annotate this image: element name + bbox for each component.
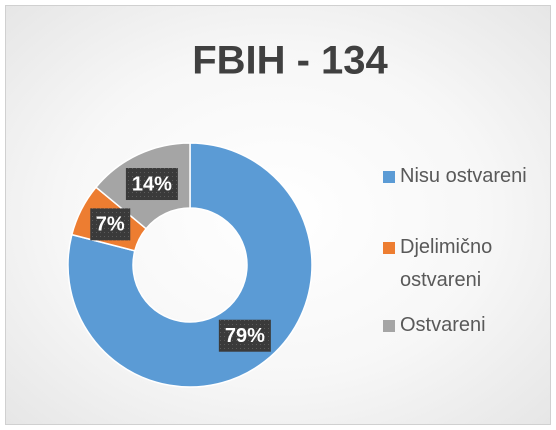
legend-label: Djelimično ostvareni (400, 236, 493, 291)
legend-item: Nisu ostvareni (380, 160, 550, 193)
data-label: 7% (96, 214, 125, 236)
legend-swatch (383, 242, 395, 254)
legend-item: Ostvareni (380, 309, 550, 342)
legend-item: Djelimično ostvareni (380, 231, 550, 297)
data-label-box (125, 168, 178, 201)
legend-swatch (383, 320, 395, 332)
legend-swatch (383, 171, 395, 183)
data-label: 14% (132, 173, 172, 195)
data-label-box (90, 208, 131, 241)
legend-label: Nisu ostvareni (400, 165, 527, 187)
data-label-box (218, 319, 271, 352)
chart-title: FBIH - 134 (192, 39, 388, 83)
legend-label: Ostvareni (400, 314, 486, 336)
data-label: 79% (225, 325, 265, 347)
